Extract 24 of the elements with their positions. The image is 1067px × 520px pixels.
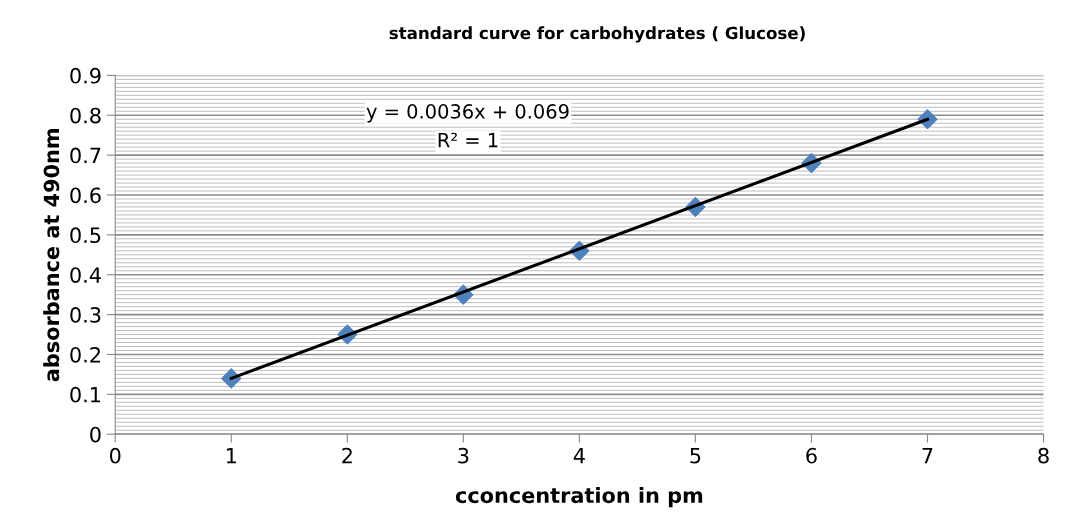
x-axis-title: cconcentration in pm (455, 487, 703, 508)
x-tick-label: 1 (226, 448, 236, 464)
y-tick-label: 0.2 (70, 346, 100, 363)
x-tick-label: 5 (690, 448, 701, 464)
x-tick-label: 8 (1038, 447, 1049, 464)
y-tick-label: 0 (90, 426, 101, 443)
x-tick-label: 3 (458, 447, 469, 464)
x-tick-label: 0 (109, 447, 121, 464)
y-tick-label: 0.6 (70, 187, 101, 204)
y-tick-label: 0.7 (70, 147, 101, 164)
annotation: y = 0.0036x + 0.069 (366, 104, 569, 123)
y-axis-title: absorbance at 490nm (43, 129, 60, 382)
y-tick-label: 0.8 (70, 107, 101, 124)
x-tick-label: 7 (922, 448, 933, 464)
y-tick-label: 0.1 (70, 386, 101, 403)
y-tick-label: 0.4 (70, 267, 101, 283)
y-tick-label: 0.5 (70, 227, 101, 244)
x-tick-label: 6 (806, 447, 817, 464)
x-tick-label: 2 (342, 447, 352, 464)
annotation: R² = 1 (438, 132, 498, 148)
y-tick-label: 0.9 (70, 67, 101, 84)
y-tick-label: 0.3 (70, 307, 101, 323)
x-tick-label: 4 (573, 448, 585, 464)
chart-title: standard curve for carbohydrates ( Glucose) (389, 26, 805, 43)
